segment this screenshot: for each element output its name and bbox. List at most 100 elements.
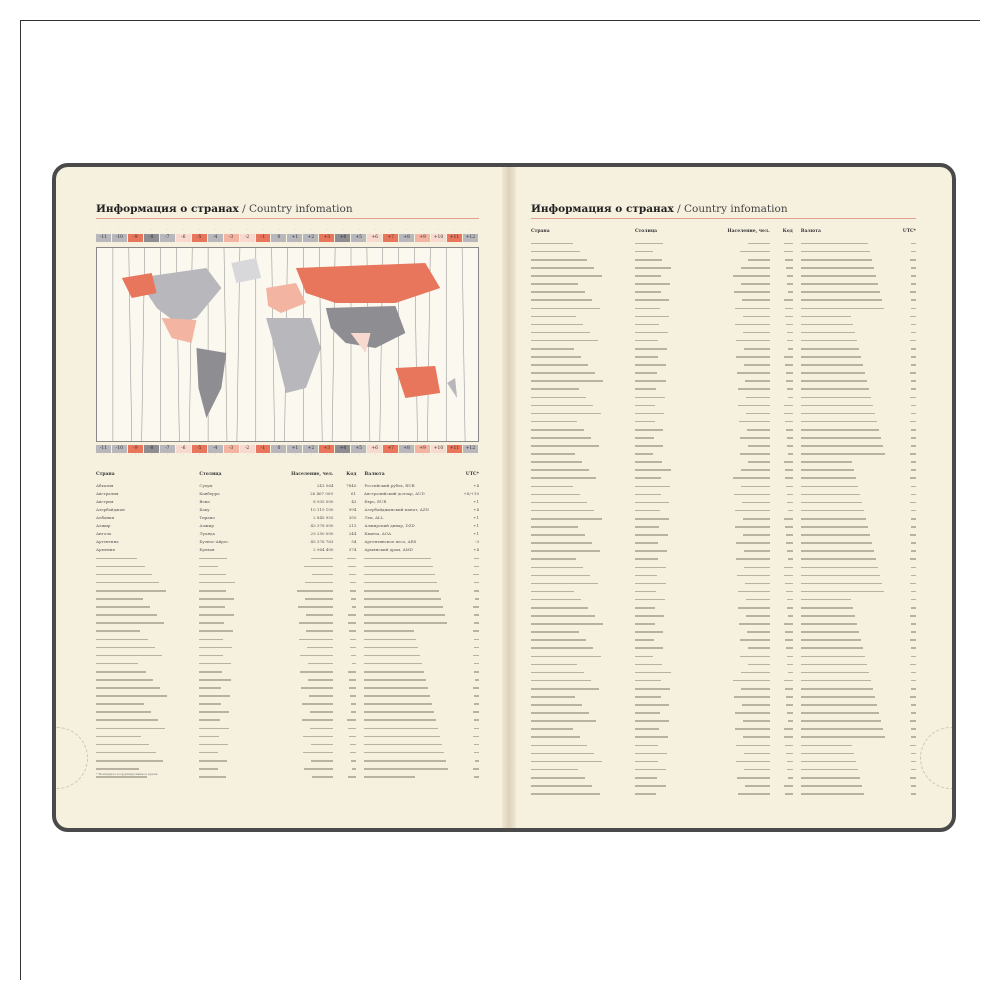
table-row-illegible xyxy=(96,667,479,675)
table-row-illegible xyxy=(96,748,479,756)
table-row-illegible xyxy=(531,579,916,587)
tz-cell: +7 xyxy=(383,234,400,242)
table-row-illegible xyxy=(96,611,479,619)
table-row-illegible xyxy=(531,271,916,279)
tz-cell: +12 xyxy=(462,234,479,242)
tz-hour-mark: · xyxy=(215,228,217,232)
table-row: Абхазия Сухум 243 564 7840 Российский рубль,… xyxy=(96,481,479,489)
table-row-illegible xyxy=(531,377,916,385)
greenland xyxy=(231,258,262,283)
table-row-illegible xyxy=(531,684,916,692)
table-cell: Австралия xyxy=(96,490,119,496)
tz-hour-mark: · xyxy=(119,228,121,232)
table-row-illegible xyxy=(531,466,916,474)
column-header: Население, чел. xyxy=(291,472,334,477)
table-row-illegible xyxy=(96,651,479,659)
table-cell: +1 xyxy=(473,523,479,529)
tz-hour-mark: · xyxy=(215,453,217,457)
table-row-illegible xyxy=(96,732,479,740)
table-cell: +1 xyxy=(473,498,479,504)
table-row-illegible xyxy=(96,700,479,708)
tz-hour-mark: · xyxy=(278,453,281,457)
tz-hour-mark: · xyxy=(231,453,233,457)
tz-hour-mark: · xyxy=(246,453,249,457)
table-row-illegible xyxy=(531,352,916,360)
timezone-line xyxy=(223,247,228,442)
table-row-illegible xyxy=(531,538,916,546)
table-cell: 2 964 400 xyxy=(313,547,334,553)
tz-hour-mark: · xyxy=(374,453,376,457)
table-row-illegible xyxy=(96,627,479,635)
table-row-illegible xyxy=(531,263,916,271)
table-row-illegible xyxy=(531,247,916,255)
tz-cell: +2 xyxy=(303,234,320,242)
tz-cell: +2 xyxy=(303,445,320,453)
open-planner: Информация о странах / Country infomatio… xyxy=(52,163,956,832)
tz-cell: +1 xyxy=(287,445,304,453)
tz-cell: -6 xyxy=(175,234,192,242)
table-row: Албания Тирана 2 845 955 355 Лек, ALL +1 xyxy=(96,513,479,521)
table-cell: 45 376 763 xyxy=(310,539,334,545)
table-row-illegible xyxy=(531,692,916,700)
table-row-illegible xyxy=(531,239,916,247)
tz-cell: -11 xyxy=(96,234,112,242)
table-row-illegible xyxy=(96,659,479,667)
table-cell: -3 xyxy=(475,539,479,545)
africa xyxy=(266,318,321,393)
tz-hour-mark: · xyxy=(183,228,185,232)
book-spine xyxy=(502,167,516,828)
table-row-illegible xyxy=(531,304,916,312)
corner-decoration xyxy=(920,727,952,789)
tz-hour-mark: · xyxy=(199,228,201,232)
tz-cell: -5 xyxy=(191,445,208,453)
table-row: Австралия Канберра 26 467 000 61 Австралийск… xyxy=(96,489,479,497)
table-row-illegible xyxy=(531,660,916,668)
australia xyxy=(395,366,441,398)
title-ru: Информация о странах xyxy=(531,203,674,215)
table-row-illegible xyxy=(531,555,916,563)
tz-cell: -10 xyxy=(111,445,128,453)
table-row-illegible xyxy=(531,320,916,328)
table-row-illegible xyxy=(96,578,479,586)
table-row-illegible xyxy=(531,458,916,466)
table-row-illegible xyxy=(96,708,479,716)
table-cell: Армянский драм, AMD xyxy=(364,547,413,553)
table-row-illegible xyxy=(531,547,916,555)
table-cell: +4 xyxy=(473,506,479,512)
table-cell: +4 xyxy=(473,482,479,488)
tz-hour-mark: · xyxy=(151,453,153,457)
tz-cell: +8 xyxy=(399,234,416,242)
table-row-illegible xyxy=(531,441,916,449)
country-table: Абхазия Сухум 243 564 7840 Российский рубль,… xyxy=(96,481,479,780)
tz-hour-mark: · xyxy=(167,453,169,457)
tz-hour-mark: · xyxy=(151,228,153,232)
table-row-illegible xyxy=(96,586,479,594)
table-cell: Австралийский доллар, AUD xyxy=(363,490,425,496)
timezone-bar-bottom: -11 -10 -9 -8 -7 -6 -5 -4 -3 -2 -1 0 +1 +2 +3 +4 +5 +6 +7 +… xyxy=(96,445,479,463)
table-row-illegible xyxy=(531,765,916,773)
table-row-illegible xyxy=(96,764,479,772)
table-row-illegible xyxy=(531,708,916,716)
tz-cell: +5 xyxy=(351,445,368,453)
table-row-illegible xyxy=(531,417,916,425)
table-row-illegible xyxy=(96,594,479,602)
tz-hour-mark: · xyxy=(135,453,137,457)
tz-hour-mark: · xyxy=(470,453,472,457)
table-row-illegible xyxy=(96,602,479,610)
tz-hour-mark: · xyxy=(262,228,265,232)
table-cell: Алжирский динар, DZD xyxy=(364,523,415,529)
title-en: / Country infomation xyxy=(677,203,788,215)
tz-hour-mark: · xyxy=(103,228,105,232)
tz-cell: +1 xyxy=(287,234,304,242)
table-cell: +4 xyxy=(473,547,479,553)
table-cell: Аргентинское песо, ARS xyxy=(364,539,417,545)
tz-cell: -4 xyxy=(207,445,224,453)
table-row: Азербайджан Баку 10 119 100 994 Азербайджанс… xyxy=(96,505,479,513)
table-row-illegible xyxy=(531,749,916,757)
table-cell: +1 xyxy=(473,514,479,520)
tz-cell: -4 xyxy=(207,234,224,242)
tz-cell: -10 xyxy=(111,234,128,242)
table-row-illegible xyxy=(96,643,479,651)
world-timezone-map xyxy=(96,247,479,442)
table-row-illegible xyxy=(531,482,916,490)
